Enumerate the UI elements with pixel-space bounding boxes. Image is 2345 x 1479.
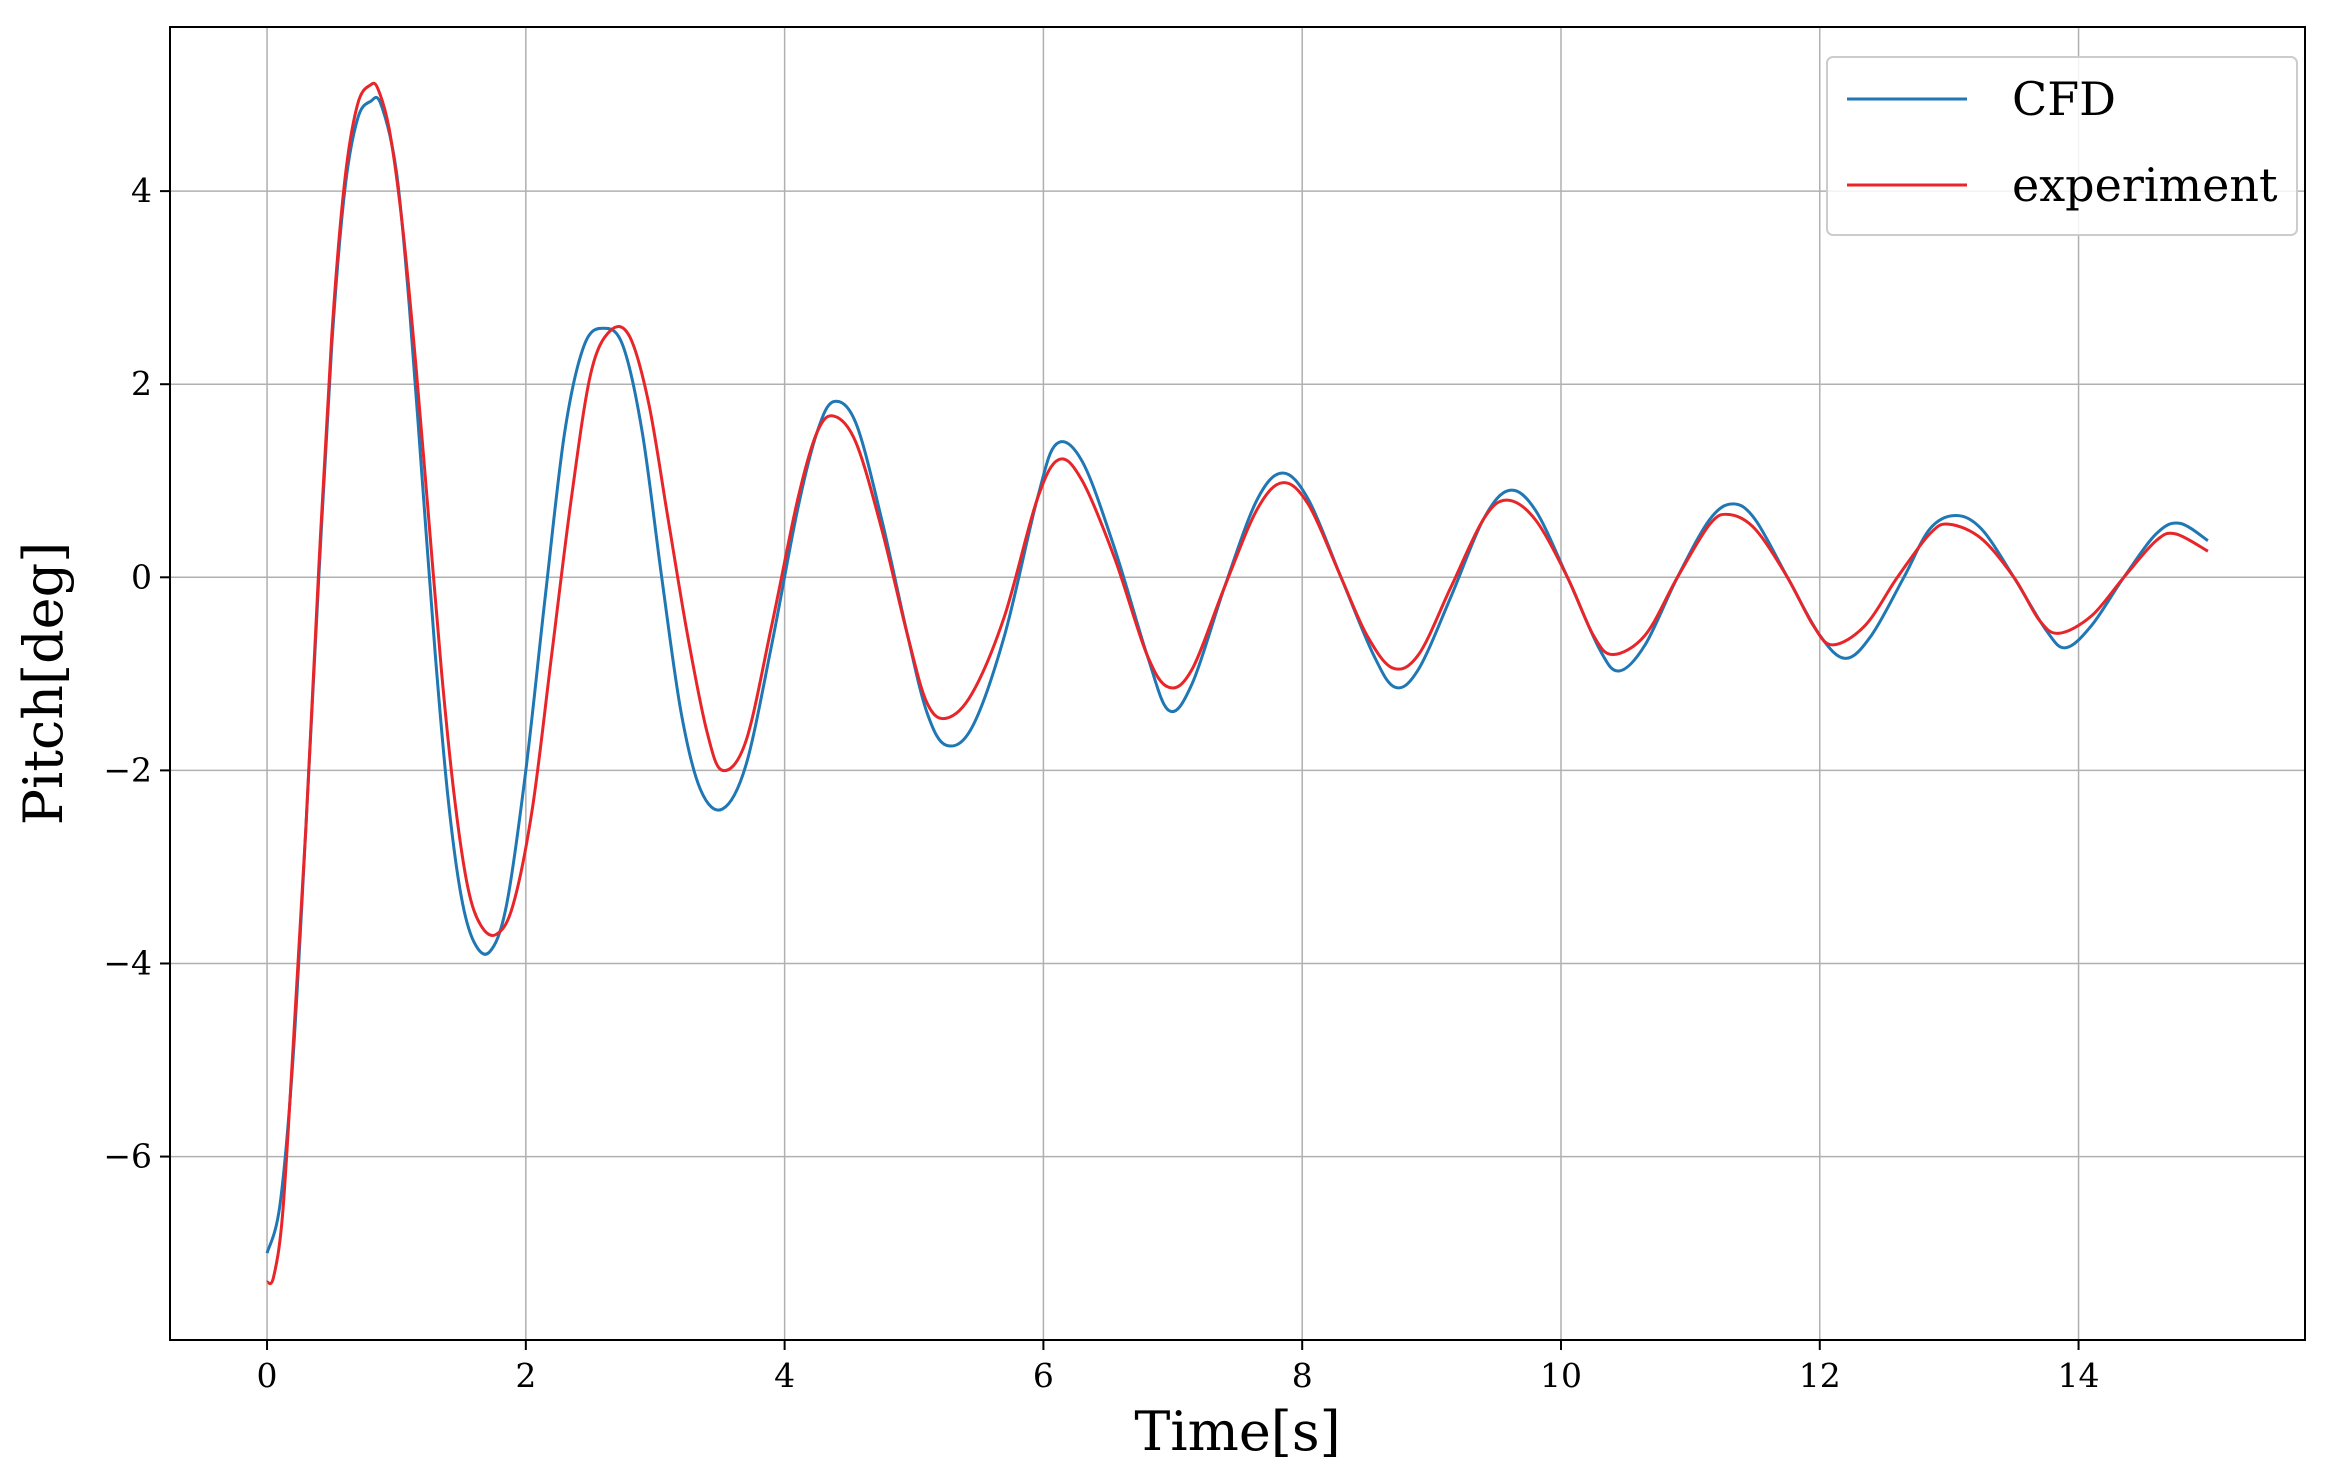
y-tick-label: −4 xyxy=(103,943,152,982)
x-axis-label: Time[s] xyxy=(1134,1400,1340,1463)
gridlines xyxy=(170,27,2305,1340)
x-tick-label: 0 xyxy=(257,1356,278,1395)
y-axis-label: Pitch[deg] xyxy=(12,542,75,826)
series-lines xyxy=(265,81,2209,1286)
y-tick-label: 0 xyxy=(131,557,152,596)
y-tick-label: 4 xyxy=(131,171,152,210)
x-tick-label: 10 xyxy=(1540,1356,1582,1395)
plot-area-frame xyxy=(169,26,2306,1341)
x-tick-label: 12 xyxy=(1799,1356,1841,1395)
x-tick-label: 6 xyxy=(1033,1356,1054,1395)
series-line-cfd xyxy=(265,95,2209,1254)
legend-label-cfd: CFD xyxy=(2012,72,2116,126)
legend-label-experiment: experiment xyxy=(2012,158,2278,212)
x-tick-label: 4 xyxy=(774,1356,795,1395)
x-tick-label: 8 xyxy=(1292,1356,1313,1395)
y-tick-label: −6 xyxy=(103,1137,152,1176)
x-tick-label: 14 xyxy=(2058,1356,2100,1395)
x-tick-label: 2 xyxy=(515,1356,536,1395)
y-tick-label: 2 xyxy=(131,364,152,403)
legend: CFD experiment xyxy=(1826,56,2298,236)
y-tick-label: −2 xyxy=(103,750,152,789)
series-line-experiment xyxy=(265,81,2209,1286)
axis-ticks: 0 2 4 6 8 10 12 14 −6 −4 −2 0 2 4 xyxy=(103,171,2099,1395)
legend-box xyxy=(1826,56,2298,236)
